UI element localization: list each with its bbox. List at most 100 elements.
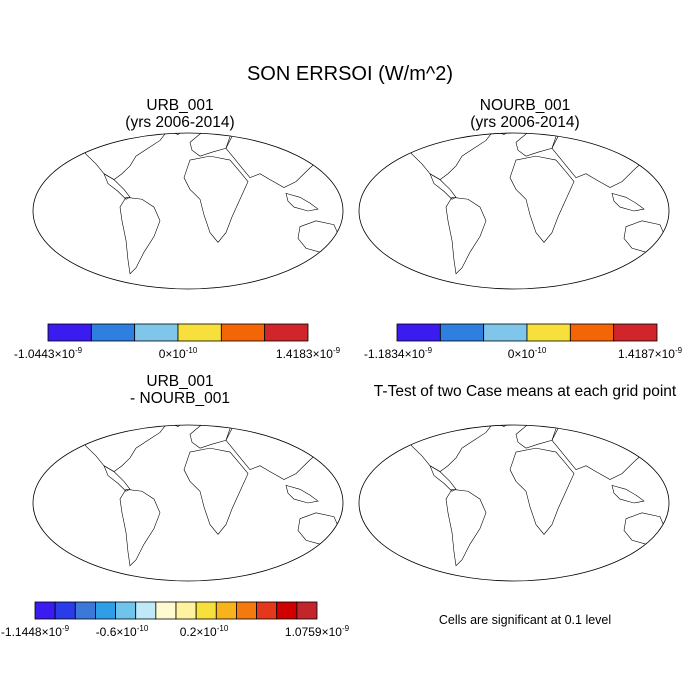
grid-cell <box>239 206 243 210</box>
grid-cell <box>85 187 89 192</box>
grid-cell <box>72 228 76 232</box>
grid-cell <box>278 125 281 128</box>
grid-cell <box>136 253 140 257</box>
grid-cell <box>306 187 310 192</box>
grid-cell <box>287 125 290 128</box>
grid-cell <box>191 162 195 166</box>
grid-cell <box>204 253 208 257</box>
grid-cell <box>146 106 149 109</box>
grid-cell <box>82 128 85 131</box>
grid-cell <box>146 165 150 170</box>
grid-cell <box>175 197 179 201</box>
grid-cell <box>143 219 147 223</box>
grid-cell <box>252 191 256 195</box>
grid-cell <box>284 143 288 148</box>
grid-cell <box>261 197 265 201</box>
grid-cell <box>105 128 108 131</box>
grid-cell <box>226 106 229 109</box>
grid-cell <box>236 147 240 151</box>
grid-cell <box>184 203 188 207</box>
grid-cell <box>290 122 293 125</box>
grid-cell <box>188 140 192 144</box>
grid-cell <box>111 119 114 122</box>
grid-cell <box>172 175 176 179</box>
grid-cell <box>101 159 105 163</box>
grid-cell <box>332 165 336 170</box>
grid-cell <box>348 178 351 181</box>
grid-cell <box>207 147 211 151</box>
grid-cell <box>194 113 197 116</box>
grid-cell <box>325 225 329 229</box>
grid-cell <box>312 241 316 245</box>
grid-cell <box>88 241 92 245</box>
grid-cell <box>210 247 214 251</box>
grid-cell <box>92 187 96 192</box>
grid-cell <box>236 247 240 251</box>
grid-cell <box>264 238 268 242</box>
grid-cell <box>149 175 153 179</box>
grid-cell <box>310 113 313 116</box>
grid-cell <box>41 229 44 232</box>
grid-cell <box>165 162 169 166</box>
grid-cell <box>89 103 92 106</box>
grid-cell <box>232 200 236 204</box>
grid-cell <box>338 159 342 163</box>
grid-cell <box>319 206 323 210</box>
grid-cell <box>220 159 224 163</box>
grid-cell <box>184 228 188 232</box>
grid-cell <box>322 134 326 138</box>
grid-cell <box>54 135 57 138</box>
grid-cell <box>101 228 105 232</box>
grid-cell <box>325 200 329 204</box>
grid-cell <box>117 241 121 245</box>
grid-cell <box>306 147 310 151</box>
grid-cell <box>313 116 316 119</box>
grid-cell <box>293 228 297 232</box>
grid-cell <box>162 194 166 198</box>
grid-cell <box>210 209 214 213</box>
grid-cell <box>232 228 236 232</box>
grid-cell <box>134 116 137 119</box>
grid-cell <box>120 247 124 251</box>
grid-cell <box>140 178 144 182</box>
grid-cell <box>335 216 339 220</box>
grid-cell <box>341 165 343 170</box>
grid-cell <box>197 178 201 182</box>
grid-cell <box>223 150 227 154</box>
grid-cell <box>70 116 73 119</box>
grid-cell <box>150 119 153 122</box>
grid-cell <box>216 143 220 148</box>
grid-cell <box>300 140 304 144</box>
grid-cell <box>274 128 277 131</box>
grid-cell <box>130 156 134 160</box>
grid-cell <box>41 210 44 213</box>
grid-cell <box>76 256 80 260</box>
grid-cell <box>248 162 252 166</box>
grid-cell <box>47 116 50 119</box>
grid-cell <box>274 172 278 176</box>
grid-cell <box>76 140 80 144</box>
grid-cell <box>111 162 115 166</box>
grid-cell <box>117 222 121 226</box>
grid-cell <box>271 172 275 176</box>
grid-cell <box>117 200 121 204</box>
grid-cell <box>44 113 47 116</box>
grid-cell <box>54 175 57 178</box>
grid-cell <box>41 204 44 207</box>
grid-cell <box>47 147 50 150</box>
grid-cell <box>178 212 182 217</box>
grid-cell <box>290 206 294 210</box>
grid-cell <box>165 209 169 213</box>
grid-cell <box>136 172 140 176</box>
grid-cell <box>34 103 37 106</box>
grid-cell <box>68 244 70 248</box>
grid-cell <box>133 244 137 248</box>
grid-cell <box>287 206 291 210</box>
grid-cell <box>226 125 229 128</box>
grid-cell <box>322 206 326 210</box>
grid-cell <box>319 203 323 207</box>
grid-cell <box>319 162 323 166</box>
grid-cell <box>297 109 300 112</box>
grid-cell <box>210 137 214 141</box>
grid-cell <box>175 178 179 182</box>
